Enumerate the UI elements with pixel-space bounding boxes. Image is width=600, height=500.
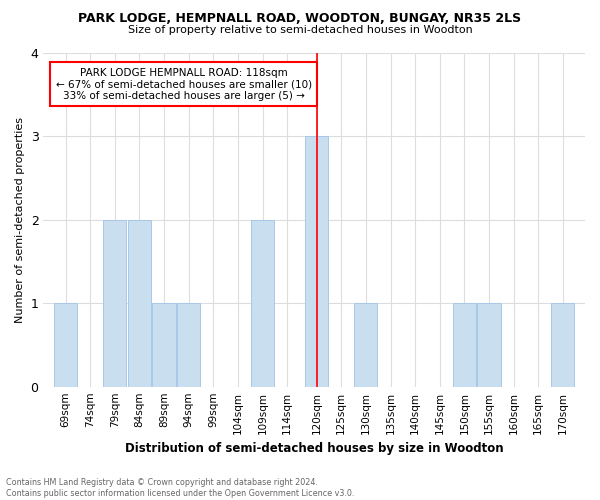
Bar [103,220,127,386]
Bar [478,303,500,386]
Bar [128,220,151,386]
X-axis label: Distribution of semi-detached houses by size in Woodton: Distribution of semi-detached houses by … [125,442,503,455]
Bar [177,303,200,386]
Bar [305,136,328,386]
Bar [251,220,274,386]
Text: Size of property relative to semi-detached houses in Woodton: Size of property relative to semi-detach… [128,25,472,35]
Bar [355,303,377,386]
Text: PARK LODGE, HEMPNALL ROAD, WOODTON, BUNGAY, NR35 2LS: PARK LODGE, HEMPNALL ROAD, WOODTON, BUNG… [79,12,521,26]
Bar [551,303,574,386]
Bar [54,303,77,386]
Text: Contains HM Land Registry data © Crown copyright and database right 2024.
Contai: Contains HM Land Registry data © Crown c… [6,478,355,498]
Y-axis label: Number of semi-detached properties: Number of semi-detached properties [15,116,25,322]
Bar [152,303,176,386]
Text: PARK LODGE HEMPNALL ROAD: 118sqm
← 67% of semi-detached houses are smaller (10)
: PARK LODGE HEMPNALL ROAD: 118sqm ← 67% o… [56,68,312,101]
Bar [453,303,476,386]
